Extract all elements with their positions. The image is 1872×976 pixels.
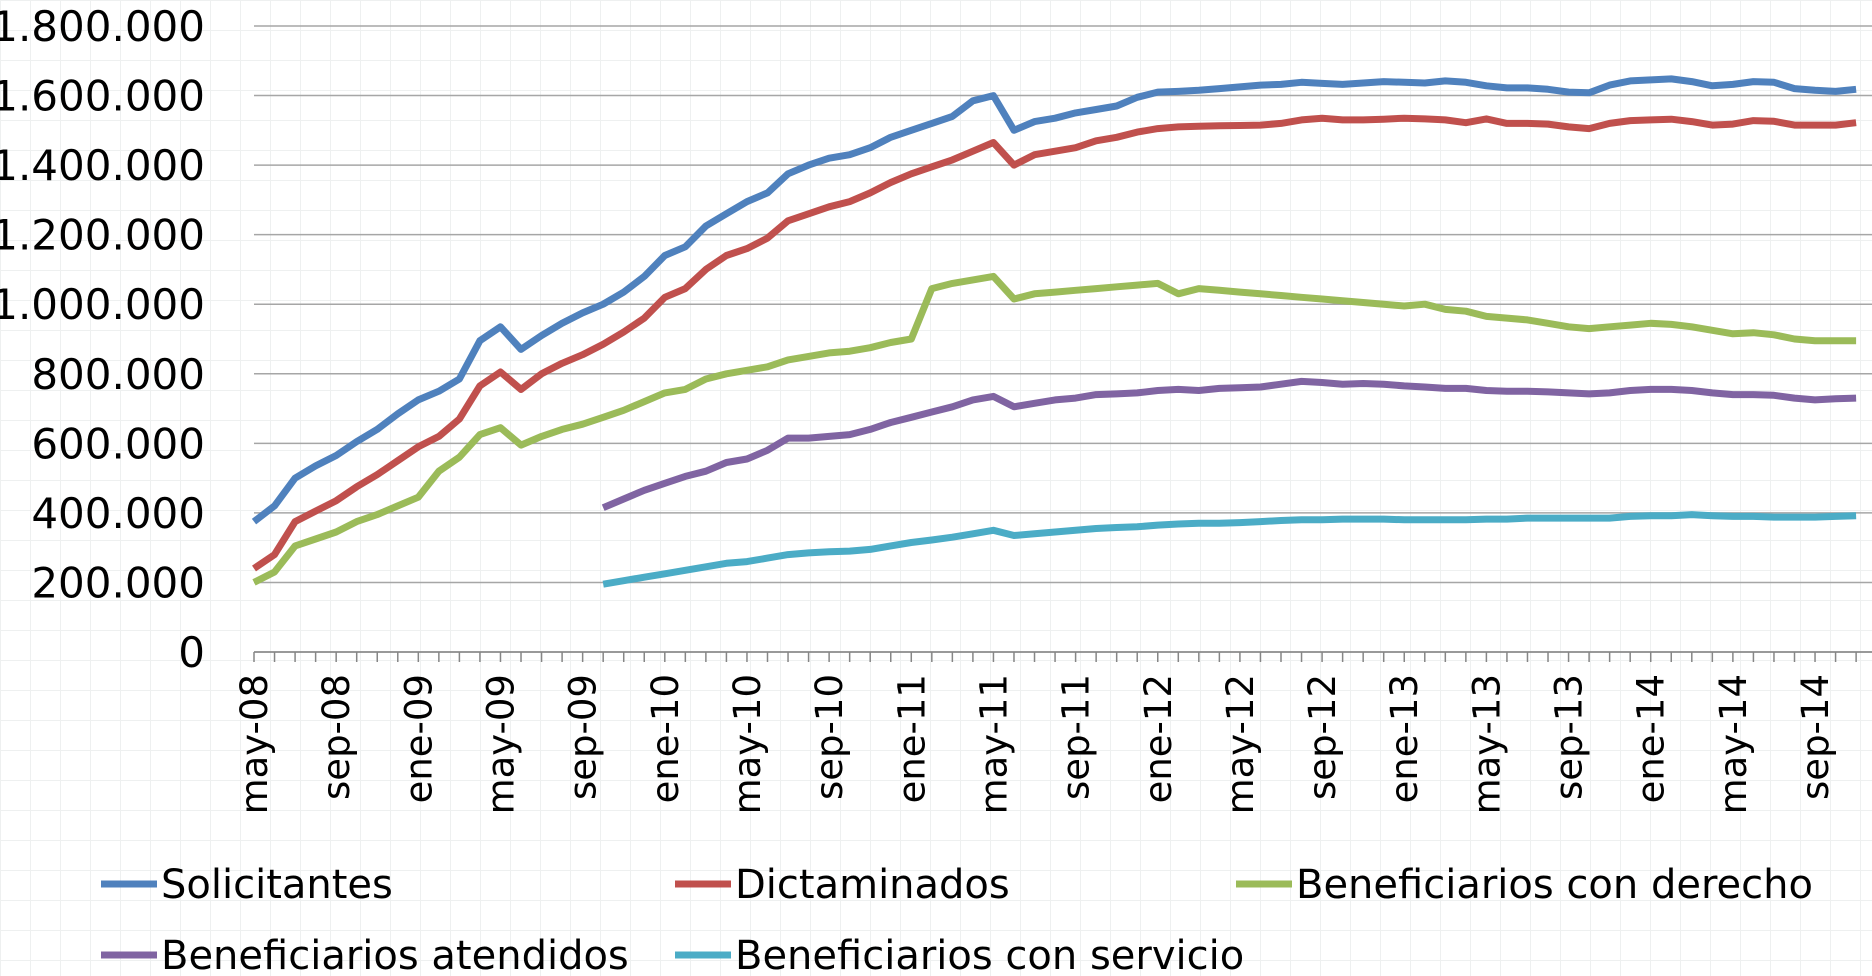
x-tick-label: sep-11 bbox=[1055, 674, 1098, 800]
series-line bbox=[252, 272, 1857, 586]
series-line bbox=[601, 377, 1857, 511]
legend-label: Dictaminados bbox=[735, 862, 1010, 908]
series-line bbox=[602, 511, 1857, 588]
x-tick-label: sep-13 bbox=[1548, 674, 1591, 800]
x-tick-label: ene-09 bbox=[397, 674, 440, 803]
y-tick-label: 1.600.000 bbox=[0, 72, 205, 121]
x-tick-label: may-13 bbox=[1465, 674, 1508, 814]
legend-label: Solicitantes bbox=[161, 862, 393, 908]
x-tick-label: may-10 bbox=[726, 674, 769, 814]
x-tick-label: may-08 bbox=[233, 674, 276, 814]
y-tick-label: 1.200.000 bbox=[0, 211, 205, 260]
y-tick-label: 1.400.000 bbox=[0, 141, 205, 190]
y-tick-label: 1.000.000 bbox=[0, 280, 205, 329]
series-line bbox=[252, 114, 1857, 572]
y-tick-label: 0 bbox=[178, 628, 205, 677]
y-tick-label: 600.000 bbox=[31, 419, 205, 468]
y-tick-label: 200.000 bbox=[31, 558, 205, 607]
series-line bbox=[251, 75, 1857, 525]
legend-label: Beneficiarios atendidos bbox=[161, 933, 629, 976]
x-tick-label: sep-14 bbox=[1794, 674, 1837, 800]
x-tick-label: ene-12 bbox=[1137, 674, 1180, 803]
x-tick-label: may-14 bbox=[1712, 674, 1755, 814]
x-tick-label: ene-11 bbox=[890, 674, 933, 803]
x-tick-label: ene-10 bbox=[644, 674, 687, 803]
x-tick-label: may-09 bbox=[479, 674, 522, 814]
y-tick-label: 400.000 bbox=[31, 489, 205, 538]
x-tick-label: sep-12 bbox=[1301, 674, 1344, 800]
x-tick-label: may-12 bbox=[1219, 674, 1262, 814]
legend-label: Beneficiarios con servicio bbox=[735, 933, 1244, 976]
x-tick-label: may-11 bbox=[972, 674, 1015, 814]
x-tick-label: sep-09 bbox=[562, 674, 605, 800]
x-tick-label: ene-13 bbox=[1383, 674, 1426, 803]
y-tick-label: 1.800.000 bbox=[0, 2, 205, 51]
y-tick-label: 800.000 bbox=[31, 350, 205, 399]
x-tick-label: ene-14 bbox=[1630, 674, 1673, 803]
legend-label: Beneficiarios con derecho bbox=[1296, 862, 1813, 908]
x-tick-label: sep-08 bbox=[315, 674, 358, 800]
x-tick-label: sep-10 bbox=[808, 674, 851, 800]
